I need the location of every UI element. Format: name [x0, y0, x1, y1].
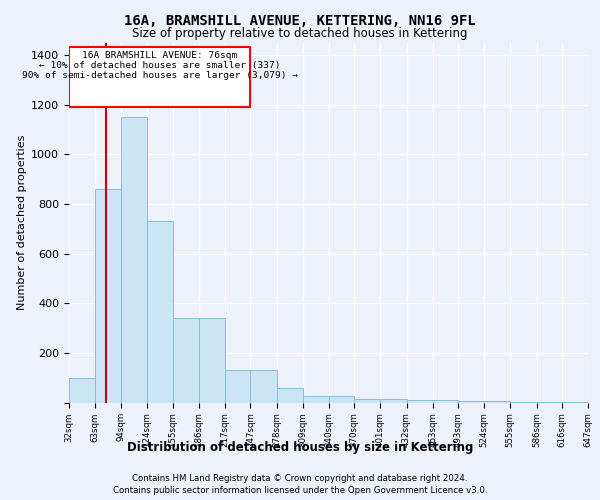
- Text: 90% of semi-detached houses are larger (3,079) →: 90% of semi-detached houses are larger (…: [22, 71, 298, 80]
- Text: 16A, BRAMSHILL AVENUE, KETTERING, NN16 9FL: 16A, BRAMSHILL AVENUE, KETTERING, NN16 9…: [124, 14, 476, 28]
- Bar: [433, 400, 458, 402]
- Bar: [277, 388, 303, 402]
- Text: Contains HM Land Registry data © Crown copyright and database right 2024.: Contains HM Land Registry data © Crown c…: [132, 474, 468, 483]
- Bar: [121, 117, 146, 403]
- Bar: [95, 189, 121, 402]
- Bar: [173, 318, 199, 402]
- Text: Contains public sector information licensed under the Open Government Licence v3: Contains public sector information licen…: [113, 486, 487, 495]
- Text: Distribution of detached houses by size in Kettering: Distribution of detached houses by size …: [127, 441, 473, 454]
- Bar: [458, 400, 484, 402]
- Bar: [225, 370, 250, 402]
- Bar: [484, 400, 511, 402]
- Bar: [250, 370, 277, 402]
- Bar: [354, 399, 380, 402]
- Bar: [329, 396, 354, 402]
- Bar: [146, 222, 173, 402]
- Bar: [407, 400, 433, 402]
- Text: ← 10% of detached houses are smaller (337): ← 10% of detached houses are smaller (33…: [39, 61, 280, 70]
- Bar: [69, 378, 95, 402]
- Bar: [199, 318, 225, 402]
- Text: Size of property relative to detached houses in Kettering: Size of property relative to detached ho…: [132, 28, 468, 40]
- Bar: [69, 48, 250, 107]
- Bar: [303, 396, 329, 402]
- Bar: [380, 399, 407, 402]
- Text: 16A BRAMSHILL AVENUE: 76sqm: 16A BRAMSHILL AVENUE: 76sqm: [82, 51, 238, 60]
- Y-axis label: Number of detached properties: Number of detached properties: [17, 135, 27, 310]
